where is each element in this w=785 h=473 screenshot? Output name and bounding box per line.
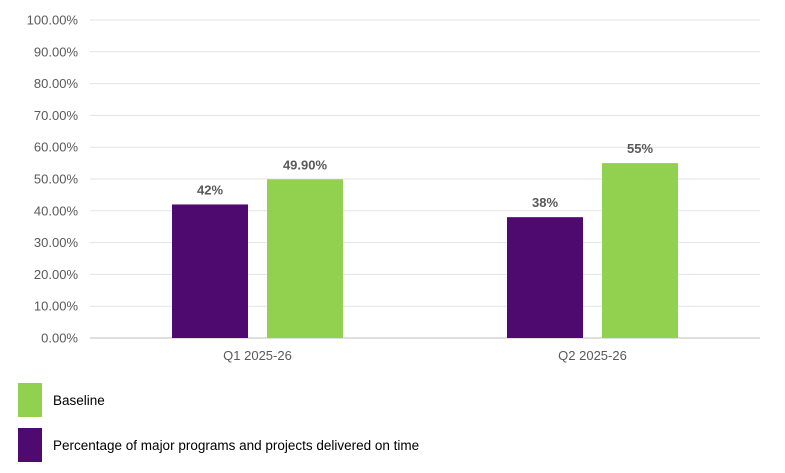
y-tick-label: 10.00% (34, 299, 79, 314)
data-label: 38% (532, 195, 558, 210)
data-label: 42% (197, 182, 223, 197)
y-tick-label: 60.00% (34, 140, 79, 155)
y-tick-label: 70.00% (34, 108, 79, 123)
y-tick-label: 20.00% (34, 267, 79, 282)
data-label: 49.90% (283, 157, 328, 172)
legend-item: Percentage of major programs and project… (18, 428, 419, 462)
data-label: 55% (627, 141, 653, 156)
data-labels: 42% 49.90% 38% 55% (197, 141, 653, 210)
y-tick-label: 50.00% (34, 172, 79, 187)
legend-label: Baseline (53, 392, 105, 408)
x-axis-categories: Q1 2025-26 Q2 2025-26 (223, 348, 627, 363)
legend: Baseline Percentage of major programs and… (18, 383, 419, 473)
y-tick-label: 90.00% (34, 44, 79, 59)
bar (172, 204, 248, 338)
legend-label: Percentage of major programs and project… (53, 437, 420, 453)
legend-swatch (18, 383, 42, 417)
y-tick-label: 0.00% (41, 331, 78, 346)
y-tick-label: 30.00% (34, 235, 79, 250)
bars (172, 163, 678, 338)
legend-swatch (18, 428, 42, 462)
bar-chart: 0.00% 10.00% 20.00% 30.00% 40.00% 50.00% 60.00… (27, 13, 760, 363)
legend-item: Baseline (18, 383, 419, 417)
y-tick-label: 80.00% (34, 76, 79, 91)
x-category-label: Q2 2025-26 (558, 348, 627, 363)
y-axis-ticks: 0.00% 10.00% 20.00% 30.00% 40.00% 50.00% 60.00… (27, 13, 79, 346)
y-tick-label: 100.00% (27, 13, 79, 28)
bar (267, 179, 343, 338)
y-tick-label: 40.00% (34, 203, 79, 218)
bar (602, 163, 678, 338)
bar (507, 217, 583, 338)
x-category-label: Q1 2025-26 (223, 348, 292, 363)
